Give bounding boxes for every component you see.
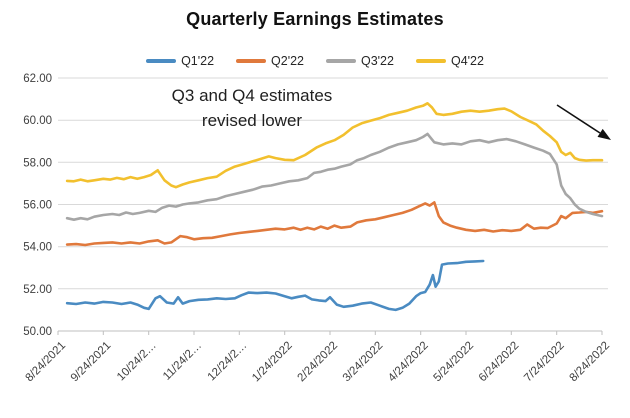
- legend-swatch-icon: [415, 59, 446, 63]
- legend-item-q2-22: Q2'22: [236, 54, 304, 68]
- x-axis-label: 7/24/2022: [522, 340, 567, 385]
- legend-label: Q4'22: [450, 54, 484, 68]
- series-line-q3-22: [65, 132, 604, 221]
- x-axis-label: 11/24/2…: [161, 340, 204, 383]
- x-axis-label: 9/24/2021: [69, 340, 114, 385]
- x-axis-label: 4/24/2022: [386, 340, 431, 385]
- series-line-q1-22: [65, 259, 485, 312]
- x-axis-label: 10/24/2…: [115, 340, 159, 384]
- legend-label: Q3'22: [361, 54, 394, 68]
- x-axis-label: 12/24/2…: [206, 340, 250, 384]
- x-axis-label: 6/24/2022: [477, 340, 522, 385]
- series-line-q2-22: [65, 201, 604, 247]
- legend-label: Q1'22: [181, 54, 215, 68]
- legend-item-q1-22: Q1'22: [146, 54, 214, 68]
- x-axis-label: 8/24/2022: [567, 340, 612, 385]
- legend-label: Q2'22: [271, 54, 304, 68]
- y-axis-label: 52.00: [23, 284, 52, 296]
- series-line-q4-22: [65, 102, 604, 189]
- legend-item-q4-22: Q4'22: [415, 54, 484, 68]
- legend: Q1'22 Q2'22 Q3'22 Q4'22: [0, 54, 630, 68]
- y-axis-label: 62.00: [23, 73, 52, 85]
- legend-item-q3-22: Q3'22: [326, 54, 394, 68]
- y-axis-label: 58.00: [23, 157, 52, 169]
- legend-swatch-icon: [326, 59, 356, 63]
- x-axis-label: 3/24/2022: [341, 340, 386, 385]
- annotation-line-1: Q3 and Q4 estimates: [171, 86, 333, 105]
- legend-swatch-icon: [146, 59, 177, 63]
- legend-swatch-icon: [236, 59, 267, 63]
- x-axis: [57, 331, 603, 335]
- series-lines: [65, 102, 604, 312]
- annotation-line-2: revised lower: [201, 111, 303, 130]
- annotation-text: Q3 and Q4 estimates revised lower: [140, 83, 364, 133]
- x-axis-labels: 8/24/2021 9/24/2021 10/24/2… 11/24/2… 12/24/…: [23, 340, 612, 385]
- y-axis-label: 54.00: [23, 242, 52, 254]
- x-axis-label: 8/24/2021: [23, 340, 68, 385]
- x-axis-label: 1/24/2022: [250, 340, 295, 385]
- chart-title: Quarterly Earnings Estimates: [186, 9, 444, 29]
- y-axis-label: 50.00: [23, 326, 52, 338]
- y-axis-labels: 62.00 60.00 58.00 56.00 54.00 52.00 50.00: [23, 73, 52, 338]
- x-axis-label: 5/24/2022: [431, 340, 476, 385]
- y-axis-label: 56.00: [23, 200, 52, 212]
- x-axis-label: 2/24/2022: [295, 340, 340, 385]
- annotation-arrow-icon: [556, 104, 611, 140]
- y-axis-label: 60.00: [23, 115, 52, 127]
